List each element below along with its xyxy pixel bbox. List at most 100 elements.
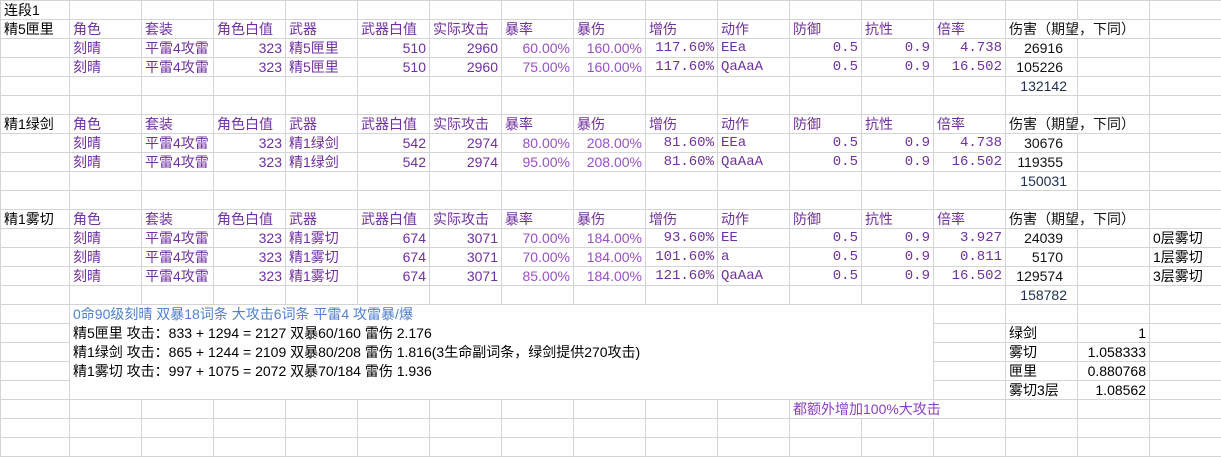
cell[interactable] bbox=[1078, 1, 1150, 20]
damage-total[interactable]: 158782 bbox=[1006, 286, 1078, 305]
cell[interactable] bbox=[934, 438, 1006, 457]
cell[interactable] bbox=[430, 438, 502, 457]
column-header[interactable]: 抗性 bbox=[862, 20, 934, 39]
cell[interactable] bbox=[142, 286, 214, 305]
cell[interactable] bbox=[286, 172, 358, 191]
cell[interactable] bbox=[430, 286, 502, 305]
cell[interactable] bbox=[286, 96, 358, 115]
row-note[interactable] bbox=[1150, 58, 1221, 77]
damage-value[interactable]: 129574 bbox=[1006, 267, 1078, 286]
cell[interactable] bbox=[934, 324, 1006, 343]
cell[interactable] bbox=[790, 77, 862, 96]
section-label[interactable]: 精1雾切 bbox=[1, 210, 70, 229]
cell[interactable] bbox=[574, 191, 646, 210]
row-note[interactable] bbox=[1150, 134, 1221, 153]
cell[interactable] bbox=[142, 1, 214, 20]
section-label[interactable]: 精1绿剑 bbox=[1, 115, 70, 134]
cell[interactable] bbox=[862, 191, 934, 210]
cell[interactable] bbox=[1, 191, 70, 210]
cell[interactable] bbox=[1, 267, 70, 286]
cell[interactable] bbox=[1, 286, 70, 305]
cell[interactable] bbox=[646, 172, 718, 191]
data-cell[interactable]: 平雷4攻雷 bbox=[142, 134, 214, 153]
cell[interactable] bbox=[214, 1, 286, 20]
cell[interactable] bbox=[214, 96, 286, 115]
cell[interactable] bbox=[502, 286, 574, 305]
cell[interactable] bbox=[70, 1, 142, 20]
cell[interactable] bbox=[358, 419, 430, 438]
cell[interactable] bbox=[1150, 324, 1221, 343]
cell[interactable] bbox=[1, 400, 70, 419]
ratio-value[interactable]: 1.058333 bbox=[1078, 343, 1150, 362]
cell[interactable] bbox=[286, 77, 358, 96]
cell[interactable] bbox=[1150, 419, 1221, 438]
column-header[interactable]: 增伤 bbox=[646, 210, 718, 229]
column-header[interactable]: 伤害（期望，下同） bbox=[1006, 115, 1150, 134]
data-cell[interactable]: 平雷4攻雷 bbox=[142, 248, 214, 267]
data-cell[interactable]: 117.60% bbox=[646, 39, 718, 58]
data-cell[interactable]: 323 bbox=[214, 267, 286, 286]
data-cell[interactable]: 平雷4攻雷 bbox=[142, 229, 214, 248]
data-cell[interactable]: EEa bbox=[718, 134, 790, 153]
cell[interactable] bbox=[1078, 400, 1150, 419]
data-cell[interactable]: 542 bbox=[358, 134, 430, 153]
data-cell[interactable]: 70.00% bbox=[502, 248, 574, 267]
ratio-value[interactable]: 0.880768 bbox=[1078, 362, 1150, 381]
column-header[interactable]: 角色 bbox=[70, 20, 142, 39]
cell[interactable] bbox=[1, 77, 70, 96]
cell[interactable] bbox=[70, 438, 142, 457]
data-cell[interactable]: 323 bbox=[214, 248, 286, 267]
data-cell[interactable]: 160.00% bbox=[574, 39, 646, 58]
data-cell[interactable]: 精1雾切 bbox=[286, 248, 358, 267]
cell[interactable] bbox=[1150, 115, 1221, 134]
cell[interactable] bbox=[358, 1, 430, 20]
cell[interactable] bbox=[718, 419, 790, 438]
cell[interactable] bbox=[70, 96, 142, 115]
cell[interactable] bbox=[430, 1, 502, 20]
column-header[interactable]: 武器 bbox=[286, 20, 358, 39]
cell[interactable] bbox=[1078, 96, 1150, 115]
data-cell[interactable]: 101.60% bbox=[646, 248, 718, 267]
data-cell[interactable]: 323 bbox=[214, 153, 286, 172]
data-cell[interactable]: 0.9 bbox=[862, 58, 934, 77]
data-cell[interactable]: 184.00% bbox=[574, 267, 646, 286]
column-header[interactable]: 动作 bbox=[718, 20, 790, 39]
column-header[interactable]: 抗性 bbox=[862, 115, 934, 134]
damage-value[interactable]: 105226 bbox=[1006, 58, 1078, 77]
cell[interactable] bbox=[1078, 267, 1150, 286]
cell[interactable] bbox=[646, 96, 718, 115]
cell[interactable] bbox=[1, 134, 70, 153]
data-cell[interactable]: 184.00% bbox=[574, 248, 646, 267]
cell[interactable] bbox=[70, 172, 142, 191]
damage-total[interactable]: 132142 bbox=[1006, 77, 1078, 96]
data-cell[interactable]: 精1绿剑 bbox=[286, 134, 358, 153]
column-header[interactable]: 套装 bbox=[142, 115, 214, 134]
cell[interactable] bbox=[1078, 134, 1150, 153]
column-header[interactable]: 动作 bbox=[718, 115, 790, 134]
cell[interactable] bbox=[286, 1, 358, 20]
data-cell[interactable]: 0.9 bbox=[862, 39, 934, 58]
ratio-label[interactable]: 雾切3层 bbox=[1006, 381, 1078, 400]
cell[interactable] bbox=[574, 96, 646, 115]
column-header[interactable]: 增伤 bbox=[646, 20, 718, 39]
cell[interactable] bbox=[574, 1, 646, 20]
data-cell[interactable]: 75.00% bbox=[502, 58, 574, 77]
damage-total[interactable]: 150031 bbox=[1006, 172, 1078, 191]
data-cell[interactable]: 0.5 bbox=[790, 153, 862, 172]
ratio-label[interactable]: 绿剑 bbox=[1006, 324, 1078, 343]
data-cell[interactable]: QaAaA bbox=[718, 267, 790, 286]
row-note[interactable]: 3层雾切 bbox=[1150, 267, 1221, 286]
data-cell[interactable]: 81.60% bbox=[646, 153, 718, 172]
data-cell[interactable]: 刻晴 bbox=[70, 39, 142, 58]
column-header[interactable]: 暴率 bbox=[502, 210, 574, 229]
cell[interactable] bbox=[646, 438, 718, 457]
column-header[interactable]: 角色 bbox=[70, 210, 142, 229]
data-cell[interactable]: QaAaA bbox=[718, 153, 790, 172]
cell[interactable] bbox=[1078, 305, 1150, 324]
cell[interactable] bbox=[1150, 362, 1221, 381]
cell[interactable] bbox=[358, 77, 430, 96]
cell[interactable] bbox=[1, 343, 70, 362]
cell[interactable] bbox=[142, 77, 214, 96]
cell[interactable] bbox=[574, 286, 646, 305]
cell[interactable] bbox=[934, 343, 1006, 362]
